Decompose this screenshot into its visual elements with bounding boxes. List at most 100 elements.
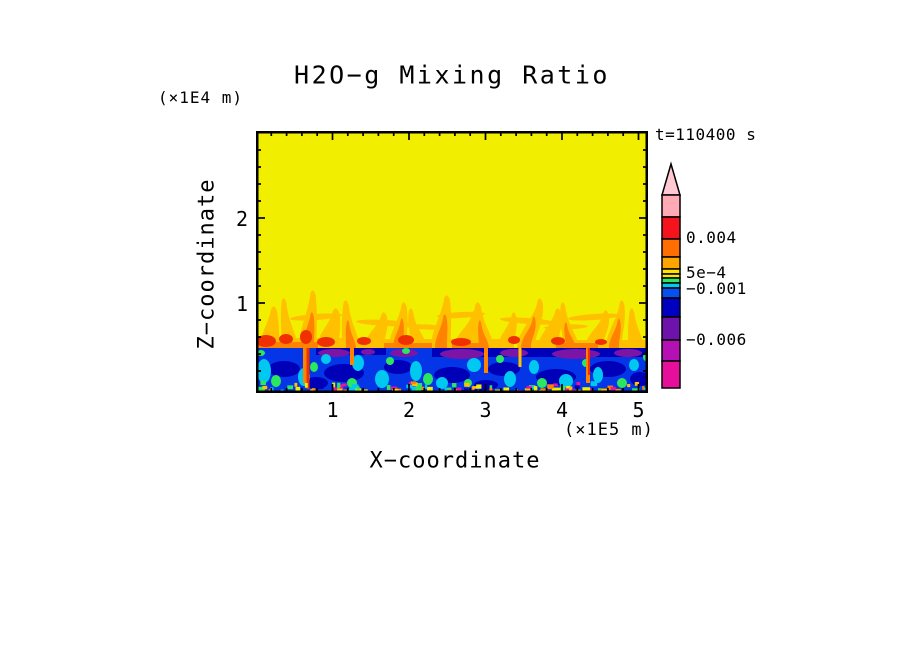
- x-tick-label: 5: [632, 398, 645, 422]
- green-patch: [271, 375, 281, 387]
- ground-speckle: [474, 388, 478, 393]
- ground-speckle: [553, 383, 558, 387]
- ground-speckle: [257, 386, 265, 392]
- plume-orange: [435, 314, 448, 348]
- ground-speckle: [311, 388, 316, 392]
- z-tick-label: 2: [235, 207, 248, 231]
- ground-speckle: [310, 389, 314, 392]
- ground-speckle: [574, 385, 580, 389]
- ground-speckle: [464, 382, 470, 387]
- purple-blob: [361, 349, 375, 355]
- colorbar-label: −0.001: [686, 279, 747, 298]
- ground-speckle: [601, 388, 608, 393]
- ground-speckle: [607, 385, 614, 391]
- plume-core-red: [508, 336, 520, 344]
- plume-core-red: [357, 337, 371, 345]
- plume-core-red: [317, 337, 335, 347]
- ground-speckle: [304, 383, 308, 388]
- green-patch: [496, 355, 504, 363]
- boundary-navy-strip: [432, 348, 648, 357]
- ground-speckle: [569, 386, 573, 391]
- plume-orange: [521, 316, 536, 348]
- ground-speckle: [547, 384, 554, 390]
- ground-speckle: [295, 386, 301, 391]
- green-patch: [537, 378, 547, 388]
- colorbar-segment: [661, 216, 681, 240]
- colorbar: [661, 161, 681, 389]
- ground-speckle: [566, 385, 570, 389]
- green-patch: [423, 373, 433, 385]
- navy-blob: [268, 361, 300, 377]
- plume-base-orange: [556, 343, 598, 348]
- warm-spike: [303, 348, 309, 383]
- ground-speckle: [533, 386, 538, 391]
- purple-blob: [440, 349, 484, 359]
- ground-speckle: [356, 386, 360, 390]
- ground-speckle: [634, 381, 640, 386]
- ground-speckle: [410, 381, 416, 385]
- chart-title: H2O−g Mixing Ratio: [294, 60, 610, 90]
- colorbar-segment: [661, 316, 681, 341]
- z-axis-title: Z−coordinate: [194, 178, 220, 350]
- ground-speckle: [348, 387, 357, 393]
- ground-speckle: [339, 384, 344, 389]
- ground-speckle: [642, 386, 645, 390]
- cyan-patch: [559, 374, 573, 388]
- colorbar-segment: [661, 287, 681, 299]
- navy-blob: [488, 362, 520, 376]
- ground-speckle: [415, 383, 423, 388]
- plume-base-orange: [452, 343, 488, 348]
- ground-speckle: [632, 388, 640, 393]
- z-axis-unit-label: (×1E4 m): [158, 88, 244, 107]
- plume-core-red: [398, 335, 414, 345]
- cyan-patch: [321, 354, 331, 364]
- ground-speckle: [341, 383, 347, 387]
- ground-speckle: [552, 388, 556, 391]
- x-tick-label: 3: [479, 398, 492, 422]
- plume-orange: [345, 320, 356, 348]
- x-axis-title: X−coordinate: [369, 448, 541, 474]
- colorbar-segment: [661, 339, 681, 362]
- plume-core-red: [300, 330, 312, 344]
- time-label: t=110400 s: [655, 125, 757, 144]
- plume-orange: [564, 322, 576, 348]
- green-patch: [386, 357, 394, 365]
- warm-spike: [518, 348, 522, 367]
- ground-speckle: [337, 382, 341, 388]
- plume-orange: [478, 320, 489, 348]
- colorbar-segment: [661, 360, 681, 389]
- ground-speckle: [590, 381, 598, 387]
- colorbar-label: 0.004: [686, 228, 737, 247]
- ground-speckle: [260, 380, 266, 386]
- ground-speckle: [597, 388, 602, 393]
- warm-spike: [588, 348, 590, 375]
- plume-base-orange: [256, 342, 318, 348]
- green-patch: [310, 362, 318, 372]
- cyan-patch: [352, 355, 364, 371]
- plot-frame: [256, 131, 648, 393]
- ground-speckle: [476, 384, 482, 389]
- ground-speckle: [503, 387, 510, 392]
- x-tick-label: 2: [402, 398, 416, 422]
- ground-speckle: [333, 387, 337, 392]
- ground-speckle: [419, 386, 425, 391]
- ground-speckle: [262, 385, 268, 390]
- contour-plot-canvas: [256, 131, 648, 393]
- ground-speckle: [456, 387, 462, 392]
- ground-speckle: [627, 384, 631, 388]
- ground-speckle: [424, 384, 428, 389]
- green-patch: [617, 378, 627, 388]
- plume-core-red: [551, 337, 565, 345]
- ground-speckle: [553, 387, 561, 393]
- ground-speckle: [446, 387, 452, 391]
- ground-speckle: [332, 382, 336, 388]
- green-patch: [402, 348, 410, 354]
- ground-speckle: [526, 386, 532, 389]
- ground-speckle: [317, 385, 324, 389]
- colorbar-segment: [661, 238, 681, 258]
- navy-blob: [630, 372, 648, 386]
- cyan-patch: [436, 377, 448, 389]
- x-tick-label: 1: [326, 398, 339, 422]
- colorbar-label: −0.006: [686, 330, 747, 349]
